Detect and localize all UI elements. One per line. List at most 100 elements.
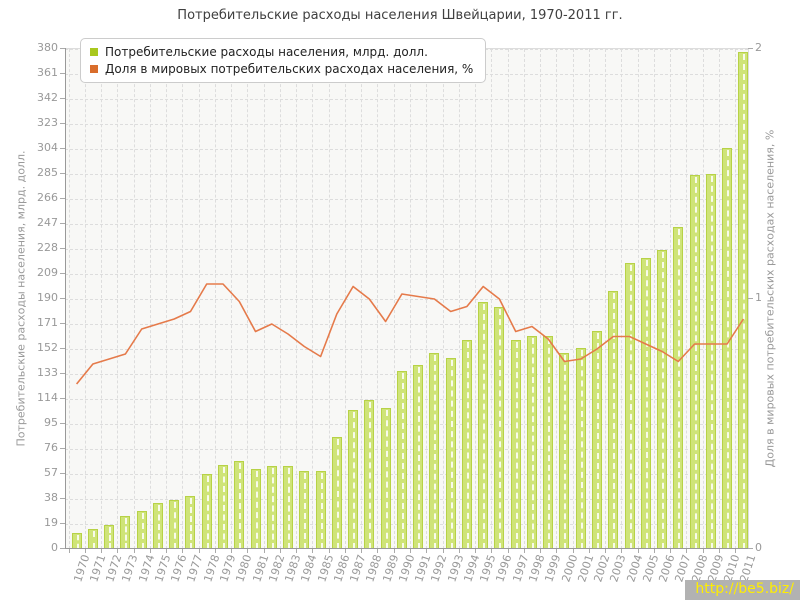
bar-stripe (336, 439, 339, 549)
bar-1978[interactable] (201, 474, 212, 549)
bar-stripe (304, 473, 307, 549)
left-tick-label: 228 (37, 241, 58, 254)
right-tick-mark (748, 48, 753, 49)
x-tick-mark (101, 549, 103, 553)
bar-1983[interactable] (283, 466, 294, 549)
bar-1979[interactable] (217, 464, 228, 549)
v-gridline (393, 49, 395, 549)
bar-1971[interactable] (87, 529, 98, 549)
x-tick-mark (556, 549, 558, 553)
bar-1990[interactable] (396, 371, 407, 549)
bar-1970[interactable] (71, 533, 82, 549)
left-tick-mark (60, 273, 65, 274)
left-tick-label: 323 (37, 116, 58, 129)
bar-1987[interactable] (348, 409, 359, 549)
v-gridline (410, 49, 411, 549)
x-tick-mark (475, 549, 477, 553)
plot-area (65, 48, 749, 549)
left-tick-mark (60, 123, 65, 124)
bar-1994[interactable] (461, 339, 472, 549)
bar-1982[interactable] (266, 466, 277, 549)
bar-1984[interactable] (299, 471, 310, 549)
h-gridline (65, 324, 748, 325)
bar-2002[interactable] (592, 330, 602, 549)
left-tick-mark (60, 373, 65, 374)
left-tick-label: 19 (44, 516, 58, 529)
bar-1972[interactable] (104, 525, 115, 549)
bar-1989[interactable] (380, 408, 391, 549)
bar-2001[interactable] (575, 347, 586, 549)
x-tick-mark (361, 549, 363, 553)
v-gridline (198, 49, 200, 549)
bar-stripe (401, 373, 404, 549)
bar-stripe (141, 512, 144, 549)
right-tick-label: 0 (755, 541, 762, 554)
x-tick-mark (702, 549, 704, 553)
bar-2010[interactable] (722, 147, 733, 549)
left-tick-label: 133 (37, 366, 58, 379)
bar-1985[interactable] (315, 471, 326, 549)
left-tick-mark (60, 173, 65, 174)
bar-stripe (743, 53, 746, 549)
x-tick-mark (735, 549, 737, 553)
x-tick-mark (312, 549, 314, 553)
bar-1993[interactable] (445, 358, 456, 549)
bar-1996[interactable] (494, 306, 505, 549)
watermark-link[interactable]: http://be5.biz/ (685, 580, 800, 600)
bar-2006[interactable] (657, 250, 668, 549)
x-tick-mark (133, 549, 135, 553)
bar-1997[interactable] (510, 339, 521, 549)
bar-1975[interactable] (152, 502, 163, 549)
right-tick-label: 1 (755, 291, 762, 304)
bar-2011[interactable] (738, 51, 748, 549)
bar-stripe (320, 473, 323, 549)
bar-2004[interactable] (624, 263, 635, 549)
left-tick-label: 95 (44, 416, 58, 429)
bar-1995[interactable] (478, 301, 489, 549)
x-tick-mark (621, 549, 623, 553)
bar-1991[interactable] (413, 364, 424, 549)
line-series-swatch-icon (90, 64, 98, 73)
h-gridline (65, 349, 748, 350)
bar-1992[interactable] (429, 352, 440, 549)
bar-2009[interactable] (705, 174, 716, 549)
left-tick-mark (60, 198, 65, 199)
x-tick-mark (247, 549, 249, 553)
x-tick-mark (458, 549, 460, 553)
bar-1977[interactable] (185, 496, 196, 549)
left-tick-mark (60, 148, 65, 149)
bar-stripe (466, 341, 469, 549)
bar-1980[interactable] (234, 460, 245, 549)
left-tick-mark (60, 73, 65, 74)
bar-stripe (288, 468, 291, 549)
bar-stripe (418, 366, 421, 549)
bar-2007[interactable] (673, 226, 684, 549)
bar-1976[interactable] (169, 500, 180, 549)
left-tick-mark (60, 323, 65, 324)
bar-stripe (645, 260, 648, 549)
bar-2008[interactable] (689, 175, 700, 549)
bar-2000[interactable] (559, 352, 570, 549)
v-gridline (166, 49, 168, 549)
bar-stripe (157, 504, 160, 549)
left-tick-label: 342 (37, 91, 58, 104)
v-gridline (312, 49, 314, 549)
left-tick-label: 190 (37, 291, 58, 304)
bar-2005[interactable] (640, 258, 651, 549)
legend-item-bar-series[interactable]: Потребительские расходы населения, млрд.… (90, 43, 473, 60)
bar-1998[interactable] (526, 335, 537, 549)
bar-2003[interactable] (608, 291, 619, 549)
left-tick-mark (60, 348, 65, 349)
bar-1988[interactable] (364, 400, 375, 549)
left-tick-mark (60, 398, 65, 399)
bar-1973[interactable] (120, 516, 131, 549)
bar-1974[interactable] (136, 510, 147, 549)
bar-1986[interactable] (331, 437, 342, 549)
left-tick-label: 114 (37, 391, 58, 404)
bar-1981[interactable] (250, 468, 261, 549)
left-tick-label: 266 (37, 191, 58, 204)
legend-item-line-series[interactable]: Доля в мировых потребительских расходах … (90, 60, 473, 77)
v-gridline (621, 49, 623, 549)
bar-1999[interactable] (543, 335, 554, 549)
